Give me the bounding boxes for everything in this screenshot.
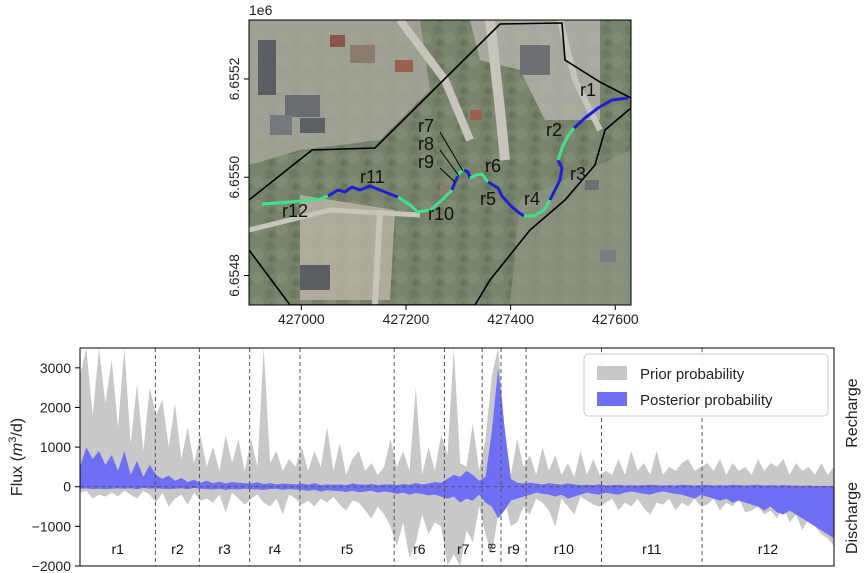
- map-ytick-label: 6.6548: [226, 254, 242, 297]
- map-xtick-label: 427200: [383, 311, 430, 327]
- segment-label-r8: r8: [487, 543, 499, 553]
- flux-ytick-label: 1000: [40, 439, 71, 455]
- map-xtick-label: 427000: [278, 311, 325, 327]
- segment-label-r3: r3: [218, 541, 231, 557]
- map-y-offset-text: 1e6: [249, 2, 273, 18]
- legend-posterior-swatch: [597, 392, 627, 406]
- map-label-r8: r8: [418, 134, 434, 154]
- catchment-boundary: [249, 22, 631, 305]
- map-ytick-label: 6.6550: [226, 156, 242, 199]
- flux-frame: [79, 347, 835, 567]
- flux-axes: −2000 −1000 0 1000 2000 3000: [32, 360, 80, 573]
- flux-ytick-label: 0: [63, 479, 71, 495]
- map-panel: 427000 427200 427400 427600 6.6548 6.6550 6.65…: [226, 2, 639, 327]
- flux-ytick-label: −2000: [32, 558, 72, 573]
- segment-label-r1: r1: [111, 541, 124, 557]
- map-xtick-label: 427600: [592, 311, 639, 327]
- segment-label-r7: r7: [457, 541, 470, 557]
- reach-r11-line: [327, 184, 399, 199]
- segment-label-r2: r2: [171, 541, 184, 557]
- segment-label-r10: r10: [554, 541, 574, 557]
- segment-label-r4: r4: [269, 541, 282, 557]
- discharge-label: Discharge: [844, 482, 861, 554]
- flux-ylabel: Flux (m3/d): [7, 418, 26, 496]
- legend-prior-label: Prior probability: [640, 366, 745, 383]
- map-ytick-label: 6.6552: [226, 57, 242, 100]
- reach-r7-line: [463, 168, 472, 179]
- map-label-r12: r12: [282, 201, 308, 221]
- map-label-r1: r1: [580, 80, 596, 100]
- map-axes: 427000 427200 427400 427600 6.6548 6.6550 6.65…: [226, 2, 639, 327]
- map-frame: [248, 19, 632, 306]
- map-label-r10: r10: [428, 204, 454, 224]
- map-label-r7: r7: [418, 116, 434, 136]
- reach-r1-line: [572, 96, 629, 130]
- aerial-image: [249, 20, 631, 305]
- map-label-r5: r5: [480, 189, 496, 209]
- segment-labels: r1 r2 r3 r4 r5 r6 r7 r8 r9 r10 r11 r12: [111, 541, 778, 557]
- segment-label-r11: r11: [642, 541, 661, 557]
- recharge-label: Recharge: [844, 378, 861, 447]
- legend-prior-swatch: [597, 366, 627, 380]
- reach-r3-line: [548, 159, 564, 201]
- segment-label-r6: r6: [413, 541, 426, 557]
- map-label-r9: r9: [418, 152, 434, 172]
- reach-r5-line: [487, 180, 525, 218]
- map-xtick-label: 427400: [487, 311, 534, 327]
- map-label-r11: r11: [360, 167, 385, 187]
- segment-label-r5: r5: [341, 541, 354, 557]
- prior-probability-area: [80, 348, 834, 566]
- segment-label-r9: r9: [507, 541, 520, 557]
- reach-r2-line: [556, 127, 576, 161]
- segment-label-r12: r12: [758, 541, 778, 557]
- reach-r6-line: [469, 172, 490, 183]
- map-label-r2: r2: [546, 120, 562, 140]
- flux-panel: −2000 −1000 0 1000 2000 3000 r1 r2 r3 r4 r5 r6 r7 r8…: [7, 347, 861, 573]
- map-label-r6: r6: [485, 156, 501, 176]
- legend-posterior-label: Posterior probability: [640, 392, 773, 409]
- reach-r4-line: [524, 199, 552, 218]
- map-label-r4: r4: [524, 189, 540, 209]
- map-label-r3: r3: [570, 164, 586, 184]
- reach-r12-line: [261, 194, 329, 206]
- flux-ytick-label: 3000: [40, 360, 71, 376]
- flux-ytick-label: 2000: [40, 399, 71, 415]
- flux-ytick-label: −1000: [32, 518, 72, 534]
- legend: Prior probability Posterior probability: [583, 353, 829, 417]
- reach-r10-line: [397, 188, 454, 214]
